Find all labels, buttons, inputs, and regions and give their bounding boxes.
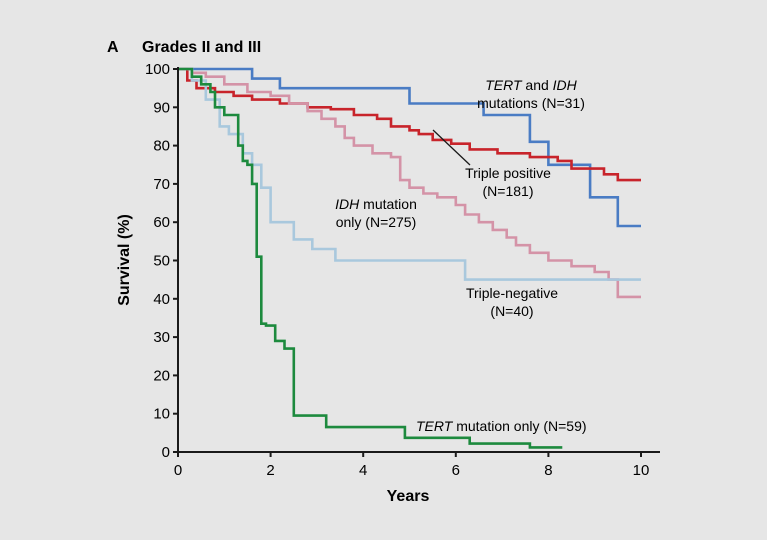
annotation-tert-only: TERT mutation only (N=59): [416, 418, 587, 434]
annotation-tert-idh: TERT and IDH mutations (N=31): [477, 77, 585, 111]
curve-triple-negative: [178, 67, 641, 281]
leader-line-triple-positive: [432, 129, 471, 166]
panel-letter: A: [107, 39, 119, 56]
y-tick-label: 50: [153, 253, 170, 270]
y-tick-label: 20: [153, 367, 170, 384]
y-tick-label: 10: [153, 406, 170, 423]
x-axis-label: Years: [387, 488, 430, 505]
annotation-triple-positive: Triple positive (N=181): [465, 165, 551, 199]
y-tick-label: 100: [145, 61, 170, 78]
axes-layer: 0 10 20 30 40 50 60 70 80 90 100 0 2 4 6 8 10: [145, 61, 660, 479]
x-tick-label: 4: [359, 462, 367, 479]
annotations-layer: TERT and IDH mutations (N=31) Triple posit…: [335, 77, 586, 434]
curve-idh-only: [178, 67, 641, 299]
x-tick-label: 6: [452, 462, 460, 479]
y-tick-label: 40: [153, 291, 170, 308]
curve-tert-only: [178, 67, 563, 449]
curve-tert-idh: [178, 67, 641, 228]
y-axis-label: Survival (%): [116, 214, 133, 306]
curve-triple-positive: [178, 67, 641, 182]
x-tick-label: 10: [633, 462, 650, 479]
x-tick-label: 0: [174, 462, 182, 479]
leader-lines-layer: [432, 129, 471, 166]
y-tick-label: 90: [153, 99, 170, 116]
annotation-triple-negative: Triple-negative (N=40): [466, 285, 558, 319]
y-tick-label: 0: [162, 444, 170, 461]
y-tick-label: 80: [153, 138, 170, 155]
y-tick-label: 60: [153, 214, 170, 231]
y-tick-label: 30: [153, 329, 170, 346]
curves-layer: [178, 67, 641, 449]
x-tick-label: 8: [544, 462, 552, 479]
y-tick-label: 70: [153, 176, 170, 193]
annotation-idh-only: IDH mutation only (N=275): [335, 196, 417, 230]
chart-title: Grades II and III: [142, 39, 261, 56]
x-tick-label: 2: [266, 462, 274, 479]
